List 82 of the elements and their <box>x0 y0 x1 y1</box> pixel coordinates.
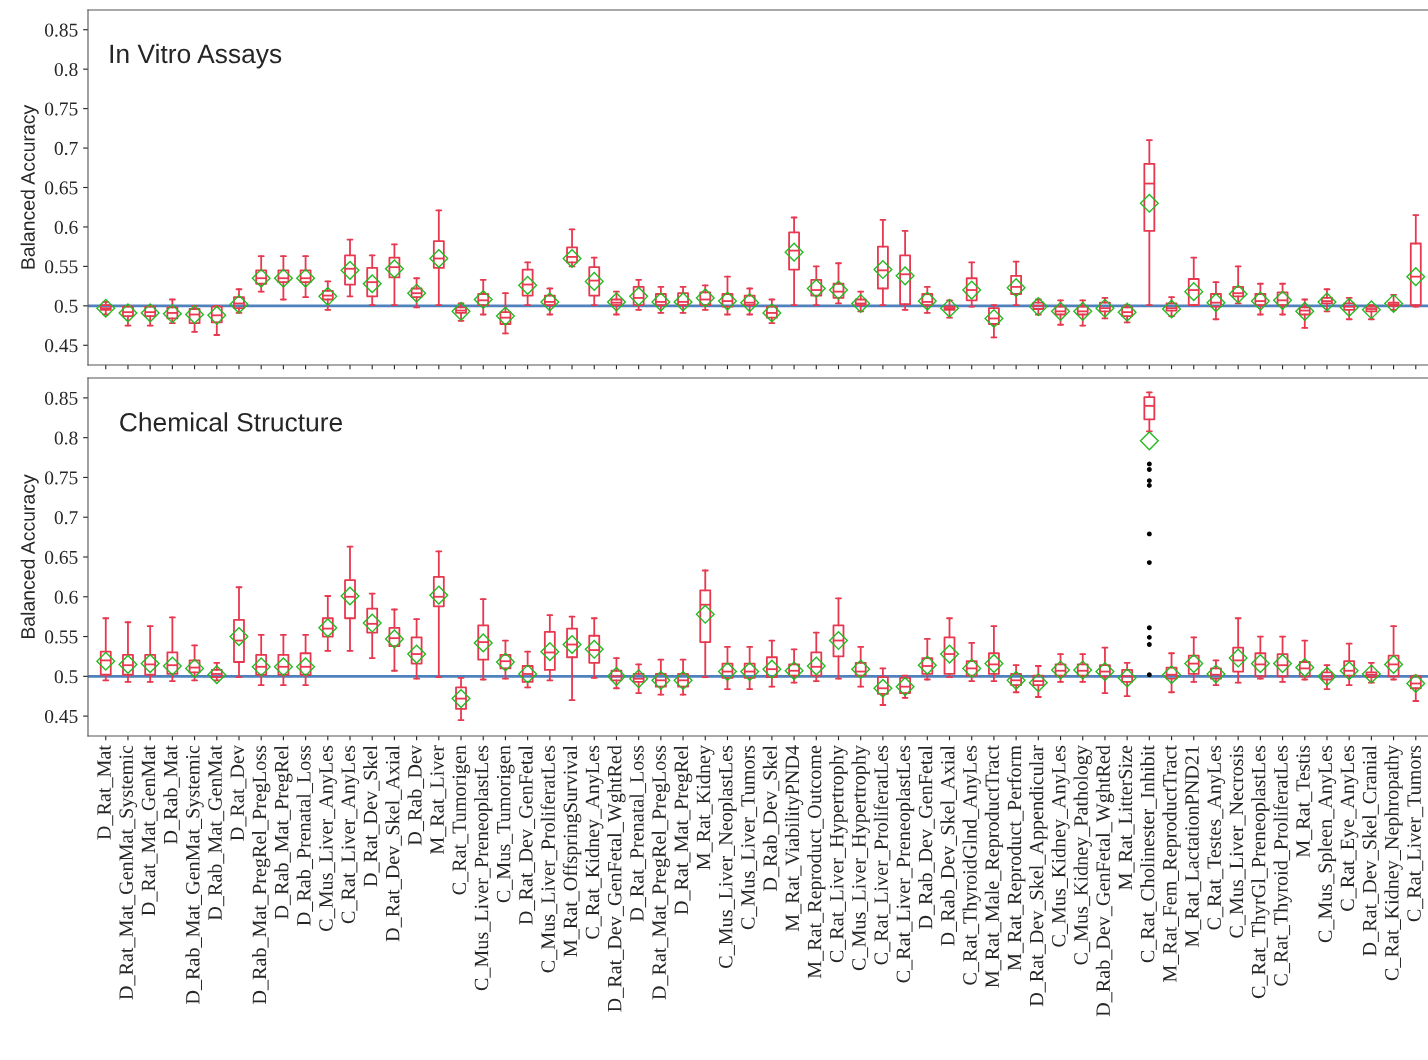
x-tick-label: D_Rab_Dev_GenFetal_WghtRed <box>1095 745 1115 1017</box>
x-tick-label: C_Mus_Liver_ProliferatLes <box>540 745 558 973</box>
x-tick-label: D_Rat_Prenatal_Loss <box>629 745 647 922</box>
x-tick-label: D_Rat_Dev_Skel <box>363 745 380 887</box>
x-tick-label: C_Rat_Kidney_AnyLes <box>585 745 604 939</box>
y-tick-label: 0.45 <box>44 709 78 724</box>
x-tick-label: M_Rat_ViabilityPND4 <box>784 745 804 932</box>
x-tick-label: D_Rat_Dev <box>230 745 247 841</box>
x-tick-label: C_Rat_Liver_Tumors <box>1407 745 1424 922</box>
x-tick-label: D_Rab_Dev_Skel_Axial <box>940 745 957 946</box>
x-tick-label: M_Rat_Male_ReproductTract <box>984 745 1004 988</box>
x-tick-label: M_Rat_Reproduct_Outcome <box>807 745 826 979</box>
x-tick-label: C_Rat_Liver_AnyLes <box>341 745 360 924</box>
x-tick-label: D_Rat_Mat <box>97 745 114 840</box>
y-tick-label: 0.7 <box>54 511 78 525</box>
x-tick-label: C_Rat_Liver_PreneoplastLes <box>895 745 915 983</box>
y-tick-label: 0.85 <box>44 23 78 37</box>
x-tick-label: D_Rat_Dev_Skel_Cranial <box>1362 745 1379 956</box>
x-tick-label: C_Rat_ThyrGl_PreneoplastLes <box>1251 745 1270 999</box>
x-tick-label: D_Rat_Mat_GenMat <box>141 745 158 916</box>
y-axis-title: Balanced Accuracy <box>20 474 39 639</box>
x-tick-label: D_Rab_Dev_GenFetal <box>918 745 935 930</box>
y-tick-label: 0.55 <box>44 260 78 274</box>
y-tick-label: 0.6 <box>54 590 78 604</box>
y-tick-label: 0.6 <box>54 220 78 234</box>
x-tick-label: D_Rat_Dev_GenFetal_WghtRed <box>607 745 626 1012</box>
x-tick-label: M_Rat_OffspringSurvival <box>562 745 582 957</box>
x-tick-label: M_Rat_LitterSize <box>1118 745 1135 890</box>
x-tick-label: D_Rab_Dev <box>407 745 425 846</box>
y-tick-label: 0.75 <box>44 102 78 116</box>
x-tick-label: D_Rab_Mat_PregRel <box>274 745 293 919</box>
x-tick-label: D_Rat_Mat_GenMat_Systemic <box>119 745 138 1000</box>
y-tick-label: 0.75 <box>44 471 78 485</box>
x-tick-label: C_Rat_Kidney_Nephropathy <box>1384 745 1403 981</box>
y-tick-label: 0.5 <box>54 670 78 684</box>
x-tick-label: D_Rab_Dev_Skel <box>762 745 780 891</box>
x-tick-label: C_Rat_Testes_AnyLes <box>1207 745 1226 930</box>
x-tick-label: C_Rat_Eye_AnyLes <box>1340 745 1359 911</box>
x-tick-label: D_Rat_Mat_PregRel_PregLoss <box>651 745 671 1000</box>
x-tick-label: D_Rat_Mat_PregRel <box>673 745 693 915</box>
x-tick-label: D_Rab_Prenatal_Loss <box>296 745 314 926</box>
text: In Vitro Assays <box>110 43 282 69</box>
x-tick-label: M_Rat_Reproduct_Perform <box>1006 745 1026 971</box>
x-tick-label: C_Mus_Liver_Hypertrophy <box>851 745 870 971</box>
y-axis-title: Balanced Accuracy <box>20 104 39 269</box>
y-tick-label: 0.85 <box>44 391 78 405</box>
x-tick-label: D_Rat_Dev_GenFetal <box>518 745 536 925</box>
x-tick-label: D_Rat_Dev_Skel_Axial <box>385 745 402 942</box>
y-tick-label: 0.8 <box>54 62 78 77</box>
x-tick-label: C_Mus_Tumorigen <box>496 745 515 903</box>
x-tick-label: D_Rab_Mat <box>163 745 180 845</box>
x-tick-label: C_Mus_Liver_PreneoplastLes <box>474 745 493 991</box>
y-tick-label: 0.55 <box>44 630 78 644</box>
y-tick-label: 0.65 <box>44 550 78 565</box>
x-tick-label: C_Mus_Liver_Necrosis <box>1229 745 1246 938</box>
x-tick-label: C_Mus_Kidney_Pathology <box>1073 745 1092 965</box>
y-tick-label: 0.7 <box>54 141 78 156</box>
text: Chemical Structure <box>120 412 343 432</box>
x-tick-label: C_Mus_Liver_AnyLes <box>319 745 337 932</box>
y-tick-label: 0.5 <box>54 299 78 313</box>
x-tick-label: D_Rab_Mat_PregRel_PregLoss <box>252 745 271 1004</box>
x-tick-label: C_Mus_Liver_Tumors <box>741 745 758 930</box>
x-tick-label: M_Rat_Testis <box>1296 745 1313 858</box>
x-tick-label: C_Rat_Tumorigen <box>452 745 471 895</box>
x-tick-label: C_Mus_Liver_NeoplastLes <box>718 745 737 968</box>
x-tick-label: D_Rab_Mat_GenMat_Systemic <box>185 745 204 1004</box>
x-tick-label: C_Rat_Liver_ProliferatLes <box>873 745 891 965</box>
x-tick-label: D_Rat_Dev_Skel_Appendicular <box>1029 745 1048 1007</box>
x-tick-label: D_Rab_Mat_GenMat <box>207 745 225 921</box>
x-tick-label: M_Rat_Kidney <box>696 745 715 870</box>
x-tick-label: C_Mus_Kidney_AnyLes <box>1051 745 1070 947</box>
y-tick-label: 0.45 <box>44 339 78 353</box>
y-tick-label: 0.65 <box>44 181 78 195</box>
x-tick-label: C_Rat_Liver_Hypertrophy <box>829 745 848 963</box>
x-tick-label: M_Rat_LactationPND21 <box>1185 746 1202 947</box>
x-tick-label: C_Rat_Cholinester_Inhibit <box>1140 745 1157 963</box>
x-tick-label: C_Rat_Thyroid_ProliferatLes <box>1273 745 1292 986</box>
x-tick-label: C_Mus_Spleen_AnyLes <box>1317 745 1337 943</box>
x-tick-label: C_Rat_ThyroidGlnd_AnyLes <box>962 745 981 985</box>
x-tick-label: M_Rat_Liver <box>430 745 447 855</box>
y-tick-label: 0.8 <box>54 431 78 445</box>
x-tick-label: M_Rat_Fem_ReproductTract <box>1162 745 1181 982</box>
